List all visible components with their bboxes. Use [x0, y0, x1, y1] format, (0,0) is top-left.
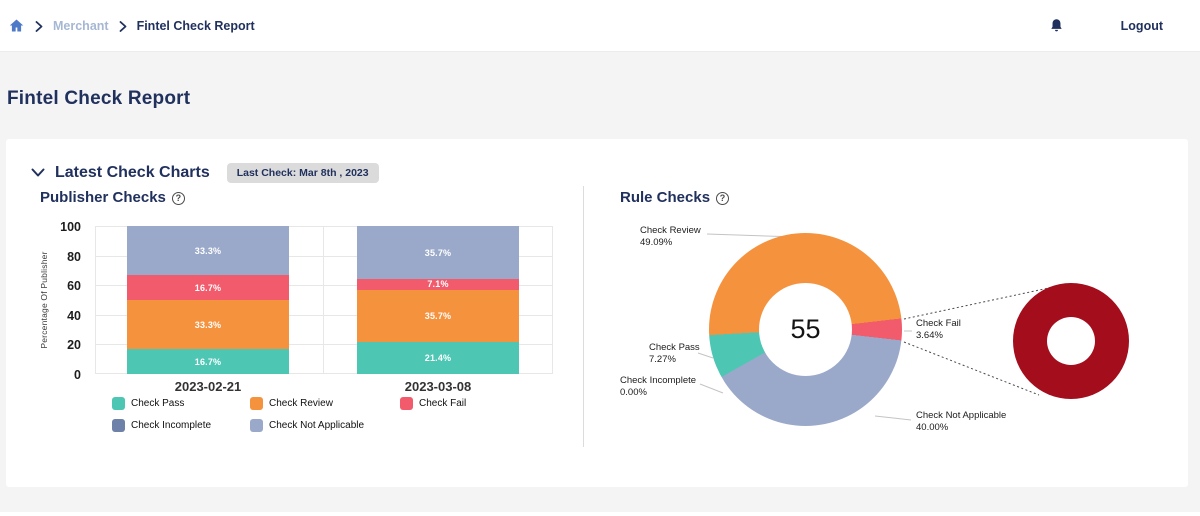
next-section-edge — [0, 512, 1200, 516]
y-tick-label: 100 — [60, 220, 81, 234]
x-axis-label: 2023-02-21 — [174, 379, 242, 394]
notification-bell-icon[interactable] — [1048, 17, 1065, 35]
panel-title: Latest Check Charts — [55, 164, 210, 181]
section-divider — [583, 186, 584, 447]
donut-label-check-fail: Check Fail 3.64% — [916, 318, 961, 343]
gridline — [95, 314, 553, 316]
legend-swatch — [250, 419, 263, 432]
bar-segment-check-pass: 21.4% — [357, 342, 519, 374]
legend-item-check-not-applicable[interactable]: Check Not Applicable — [250, 419, 364, 432]
chevron-down-icon[interactable] — [30, 165, 46, 181]
rule-checks-donut: 55 — [709, 233, 902, 426]
legend-swatch — [112, 419, 125, 432]
legend-swatch — [250, 397, 263, 410]
gridline — [323, 226, 324, 374]
donut-center-value: 55 — [790, 314, 821, 344]
gridline — [95, 344, 553, 346]
topbar: Merchant Fintel Check Report Logout — [0, 0, 1200, 52]
bar-segment-value: 21.4% — [424, 353, 452, 364]
chevron-right-icon — [119, 20, 127, 32]
donut-label-name: Check Incomplete — [620, 375, 697, 386]
publisher-legend: Check Pass Check Review Check Fail Check In… — [6, 139, 1188, 487]
y-tick-label: 80 — [67, 249, 81, 264]
check-fail-zoomed-donut — [1013, 283, 1129, 399]
bar-segment-check-not-applicable: 35.7% — [357, 226, 519, 279]
bar-segment-value: 35.7% — [424, 310, 452, 321]
help-icon[interactable]: ? — [171, 191, 185, 205]
latest-check-charts-card: Latest Check Charts Last Check: Mar 8th … — [6, 139, 1188, 487]
y-tick-label: 40 — [67, 308, 81, 323]
bar-segment-value: 16.7% — [194, 356, 222, 367]
donut-label-pct: 0.00% — [620, 387, 647, 399]
bar-segment-check-not-applicable: 33.3% — [127, 226, 289, 276]
donut-hole: 55 — [759, 283, 852, 376]
donut-label-pct: 49.09% — [640, 237, 673, 249]
legend-label: Check Incomplete — [131, 420, 212, 431]
y-tick-label: 0 — [74, 368, 81, 382]
gridline — [95, 285, 553, 287]
legend-item-check-pass[interactable]: Check Pass — [112, 397, 184, 410]
donut-label-name: Check Not Applicable — [916, 410, 1007, 421]
publisher-checks-title: Publisher Checks ? — [40, 189, 185, 206]
help-icon[interactable]: ? — [716, 191, 730, 205]
donut-label-name: Check Pass — [649, 342, 700, 353]
home-icon[interactable] — [8, 17, 25, 34]
bar-segment-check-pass: 16.7% — [127, 349, 289, 374]
breadcrumb-current-page: Fintel Check Report — [136, 18, 255, 33]
logout-button[interactable]: Logout — [1120, 18, 1163, 33]
bar-segment-value: 33.3% — [194, 319, 222, 330]
gridline — [95, 255, 553, 257]
x-axis-labels: 2023-02-21 2023-03-08 — [95, 379, 553, 395]
page-title: Fintel Check Report — [7, 88, 191, 109]
bar-2023-03-08: 21.4% 35.7% 7.1% 35.7% — [357, 226, 519, 374]
y-tick-label: 20 — [67, 338, 81, 353]
breadcrumb: Merchant Fintel Check Report — [0, 17, 255, 34]
publisher-plot: 16.7% 33.3% 16.7% 33.3% 21.4% 35.7% 7.1% 35.7% — [95, 226, 553, 374]
bar-segment-check-fail: 7.1% — [357, 279, 519, 290]
legend-item-check-fail[interactable]: Check Fail — [400, 397, 466, 410]
donut-label-name: Check Review — [640, 225, 701, 236]
donut-label-check-not-applicable: Check Not Applicable 40.00% — [916, 410, 1006, 435]
donut-label-pct: 7.27% — [649, 354, 676, 366]
gridline — [95, 226, 96, 374]
bar-segment-check-fail: 16.7% — [127, 275, 289, 300]
bar-segment-check-review: 35.7% — [357, 289, 519, 343]
topbar-actions: Logout — [1048, 17, 1200, 35]
gridline — [552, 226, 553, 374]
y-axis-ticks: 0 20 40 60 80 100 — [46, 220, 88, 382]
legend-label: Check Not Applicable — [269, 420, 365, 431]
legend-label: Check Review — [269, 398, 333, 409]
gridline — [95, 226, 553, 227]
donut-label-pct: 3.64% — [916, 330, 943, 342]
donut-label-pct: 40.00% — [916, 422, 949, 434]
legend-label: Check Fail — [419, 398, 467, 409]
legend-label: Check Pass — [131, 398, 185, 409]
rule-checks-title: Rule Checks ? — [620, 189, 730, 206]
chart-title-text: Rule Checks — [620, 189, 711, 206]
donut-label-check-incomplete: Check Incomplete 0.00% — [620, 375, 696, 400]
donut-label-check-pass: Check Pass 7.27% — [649, 342, 700, 367]
legend-swatch — [112, 397, 125, 410]
x-axis-label: 2023-03-08 — [404, 379, 472, 394]
bar-segment-value: 16.7% — [194, 282, 222, 293]
card-header: Latest Check Charts Last Check: Mar 8th … — [30, 163, 379, 183]
legend-item-check-incomplete[interactable]: Check Incomplete — [112, 419, 211, 432]
donut-label-check-review: Check Review 49.09% — [640, 225, 701, 250]
bar-segment-value: 33.3% — [194, 245, 222, 256]
last-check-badge: Last Check: Mar 8th , 2023 — [226, 163, 379, 183]
bar-segment-value: 7.1% — [427, 279, 449, 290]
chart-title-text: Publisher Checks — [40, 189, 166, 206]
y-tick-label: 60 — [67, 279, 81, 294]
donut-label-name: Check Fail — [916, 318, 961, 329]
zoomed-donut-hole — [1047, 317, 1095, 365]
legend-item-check-review[interactable]: Check Review — [250, 397, 333, 410]
gridline — [95, 373, 553, 374]
legend-swatch — [400, 397, 413, 410]
bar-segment-check-review: 33.3% — [127, 300, 289, 350]
chevron-right-icon — [35, 20, 43, 32]
bar-2023-02-21: 16.7% 33.3% 16.7% 33.3% — [127, 226, 289, 374]
breadcrumb-merchant[interactable]: Merchant — [53, 18, 109, 33]
bar-segment-value: 35.7% — [424, 247, 452, 258]
